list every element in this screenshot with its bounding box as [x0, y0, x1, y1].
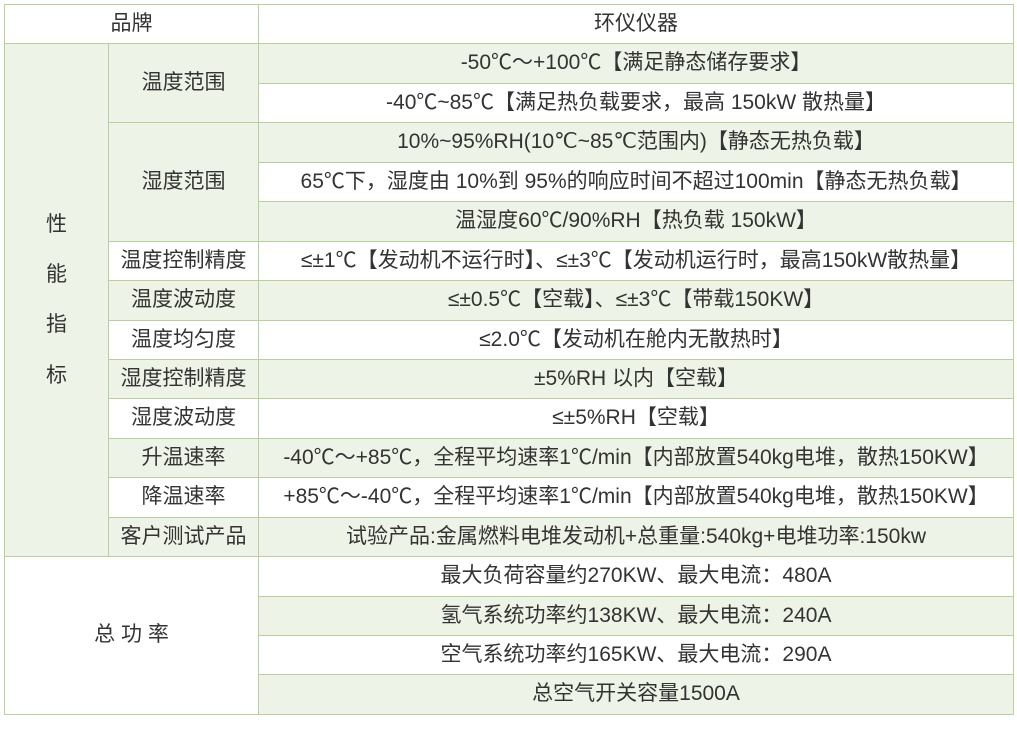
heat-rate-label: 升温速率 [109, 438, 259, 477]
row-temp-ctrl: 温度控制精度 ≤±1℃【发动机不运行时】、≤±3℃【发动机运行时，最高150kW… [5, 241, 1014, 280]
row-power-1: 总 功 率 最大负荷容量约270KW、最大电流：480A [5, 557, 1014, 596]
row-cust-prod: 客户测试产品 试验产品:金属燃料电堆发动机+总重量:540kg+电堆功率:150… [5, 517, 1014, 556]
power-v2: 氢气系统功率约138KW、最大电流：240A [259, 596, 1014, 635]
temp-ctrl-v: ≤±1℃【发动机不运行时】、≤±3℃【发动机运行时，最高150kW散热量】 [259, 241, 1014, 280]
power-label: 总 功 率 [5, 557, 259, 715]
hum-range-label: 湿度范围 [109, 123, 259, 241]
row-temp-range-1: 性能指标 温度范围 -50℃～+100℃【满足静态储存要求】 [5, 44, 1014, 83]
row-cool-rate: 降温速率 +85℃～-40℃，全程平均速率1℃/min【内部放置540kg电堆，… [5, 478, 1014, 517]
power-v3: 空气系统功率约165KW、最大电流：290A [259, 636, 1014, 675]
spec-table: 品牌 环仪仪器 性能指标 温度范围 -50℃～+100℃【满足静态储存要求】 -… [4, 4, 1014, 715]
temp-range-v1: -50℃～+100℃【满足静态储存要求】 [259, 44, 1014, 83]
row-temp-fluct: 温度波动度 ≤±0.5℃【空载】、≤±3℃【带载150KW】 [5, 281, 1014, 320]
hum-fluct-label: 湿度波动度 [109, 399, 259, 438]
temp-fluct-v: ≤±0.5℃【空载】、≤±3℃【带载150KW】 [259, 281, 1014, 320]
temp-fluct-label: 温度波动度 [109, 281, 259, 320]
cust-prod-label: 客户测试产品 [109, 517, 259, 556]
power-v4: 总空气开关容量1500A [259, 675, 1014, 714]
row-heat-rate: 升温速率 -40℃～+85℃，全程平均速率1℃/min【内部放置540kg电堆，… [5, 438, 1014, 477]
temp-unif-v: ≤2.0℃【发动机在舱内无散热时】 [259, 320, 1014, 359]
row-temp-unif: 温度均匀度 ≤2.0℃【发动机在舱内无散热时】 [5, 320, 1014, 359]
row-hum-fluct: 湿度波动度 ≤±5%RH【空载】 [5, 399, 1014, 438]
temp-ctrl-label: 温度控制精度 [109, 241, 259, 280]
temp-unif-label: 温度均匀度 [109, 320, 259, 359]
row-brand: 品牌 环仪仪器 [5, 5, 1014, 44]
perf-group-label: 性能指标 [5, 44, 109, 557]
hum-range-v1: 10%~95%RH(10℃~85℃范围内)【静态无热负载】 [259, 123, 1014, 162]
hum-ctrl-v: ±5%RH 以内【空载】 [259, 359, 1014, 398]
temp-range-v2: -40℃~85℃【满足热负载要求，最高 150kW 散热量】 [259, 83, 1014, 122]
cool-rate-label: 降温速率 [109, 478, 259, 517]
temp-range-label: 温度范围 [109, 44, 259, 123]
brand-label: 品牌 [5, 5, 259, 44]
row-hum-ctrl: 湿度控制精度 ±5%RH 以内【空载】 [5, 359, 1014, 398]
cool-rate-v: +85℃～-40℃，全程平均速率1℃/min【内部放置540kg电堆，散热150… [259, 478, 1014, 517]
hum-ctrl-label: 湿度控制精度 [109, 359, 259, 398]
row-hum-range-1: 湿度范围 10%~95%RH(10℃~85℃范围内)【静态无热负载】 [5, 123, 1014, 162]
power-v1: 最大负荷容量约270KW、最大电流：480A [259, 557, 1014, 596]
brand-value: 环仪仪器 [259, 5, 1014, 44]
hum-fluct-v: ≤±5%RH【空载】 [259, 399, 1014, 438]
hum-range-v3: 温湿度60℃/90%RH【热负载 150kW】 [259, 202, 1014, 241]
heat-rate-v: -40℃～+85℃，全程平均速率1℃/min【内部放置540kg电堆，散热150… [259, 438, 1014, 477]
cust-prod-v: 试验产品:金属燃料电堆发动机+总重量:540kg+电堆功率:150kw [259, 517, 1014, 556]
hum-range-v2: 65℃下，湿度由 10%到 95%的响应时间不超过100min【静态无热负载】 [259, 162, 1014, 201]
